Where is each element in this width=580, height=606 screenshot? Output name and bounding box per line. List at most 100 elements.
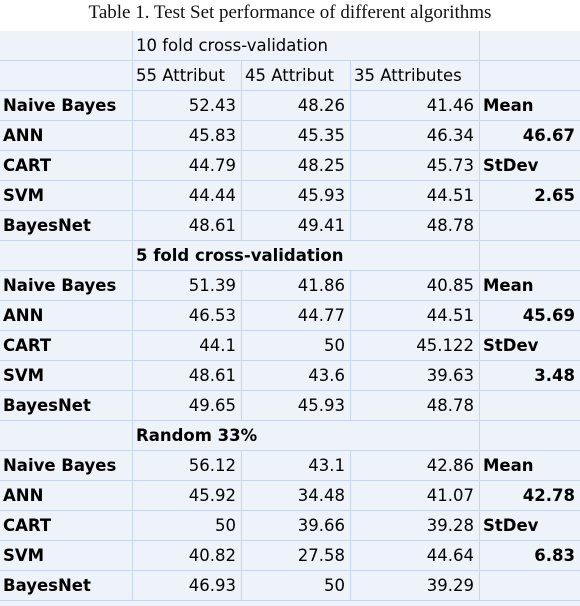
value-cell: 44.77 [242,301,351,331]
value-cell: 49.41 [242,211,351,241]
blank-cell [480,391,580,421]
stat-label: Mean [480,271,580,301]
algorithm-name: ANN [0,481,133,511]
table-row: ANN 46.53 44.77 44.51 45.69 [0,301,580,331]
value-cell: 39.28 [351,511,480,541]
value-cell: 41.07 [351,481,480,511]
section-title-row: 5 fold cross-validation [0,241,580,271]
column-header-row: 55 Attribut 45 Attribut 35 Attributes [0,61,580,91]
algorithm-name: SVM [0,361,133,391]
value-cell: 34.48 [242,481,351,511]
blank-cell [480,571,580,601]
value-cell: 56.12 [133,451,242,481]
value-cell: 50 [133,511,242,541]
stat-label: StDev [480,511,580,541]
column-header: 55 Attribut [133,61,242,91]
value-cell: 48.78 [351,391,480,421]
stat-label: StDev [480,151,580,181]
blank-cell [0,421,133,451]
value-cell: 43.1 [242,451,351,481]
algorithm-name: Naive Bayes [0,451,133,481]
table-row: CART 44.1 50 45.122 StDev [0,331,580,361]
section-title: 5 fold cross-validation [133,241,480,271]
value-cell: 41.86 [242,271,351,301]
value-cell: 45.122 [351,331,480,361]
value-cell: 51.39 [133,271,242,301]
algorithm-name: ANN [0,301,133,331]
section-title: Random 33% [133,421,480,451]
value-cell: 45.35 [242,121,351,151]
stat-label: StDev [480,331,580,361]
value-cell: 50 [242,331,351,361]
value-cell: 39.63 [351,361,480,391]
value-cell: 52.43 [133,91,242,121]
table-row: SVM 48.61 43.6 39.63 3.48 [0,361,580,391]
value-cell: 50 [242,571,351,601]
results-table: 10 fold cross-validation 55 Attribut 45 … [0,31,580,606]
value-cell: 48.26 [242,91,351,121]
section-title-row: Random 33% [0,421,580,451]
value-cell: 48.78 [351,211,480,241]
value-cell: 44.64 [351,541,480,571]
value-cell: 48.61 [133,211,242,241]
column-header: 45 Attribut [242,61,351,91]
algorithm-name: BayesNet [0,571,133,601]
stat-value: 42.78 [480,481,580,511]
algorithm-name: CART [0,511,133,541]
value-cell: 41.46 [351,91,480,121]
algorithm-name: BayesNet [0,391,133,421]
stat-value: 45.69 [480,301,580,331]
blank-cell [480,421,580,451]
value-cell: 46.34 [351,121,480,151]
table-row: BayesNet 48.61 49.41 48.78 [0,211,580,241]
table-row: BayesNet 46.93 50 39.29 [0,571,580,601]
blank-cell [480,61,580,91]
table-row: BayesNet 49.65 45.93 48.78 [0,391,580,421]
algorithm-name: CART [0,331,133,361]
value-cell: 39.66 [242,511,351,541]
algorithm-name: ANN [0,121,133,151]
stat-label: Mean [480,451,580,481]
blank-cell [480,241,580,271]
value-cell: 48.61 [133,361,242,391]
value-cell: 46.93 [133,571,242,601]
table-row: ANN 45.83 45.35 46.34 46.67 [0,121,580,151]
stat-value: 3.48 [480,361,580,391]
blank-cell [480,211,580,241]
value-cell: 45.93 [242,391,351,421]
value-cell: 46.53 [133,301,242,331]
section-title-row: 10 fold cross-validation [0,31,580,61]
value-cell: 44.51 [351,181,480,211]
algorithm-name: CART [0,151,133,181]
value-cell: 45.93 [242,181,351,211]
section-title: 10 fold cross-validation [133,31,480,61]
algorithm-name: Naive Bayes [0,271,133,301]
value-cell: 40.82 [133,541,242,571]
value-cell: 42.86 [351,451,480,481]
table-row: Naive Bayes 56.12 43.1 42.86 Mean [0,451,580,481]
blank-cell [0,31,133,61]
value-cell: 44.79 [133,151,242,181]
value-cell: 44.44 [133,181,242,211]
table-row: Naive Bayes 51.39 41.86 40.85 Mean [0,271,580,301]
value-cell: 40.85 [351,271,480,301]
value-cell: 48.25 [242,151,351,181]
stat-value: 6.83 [480,541,580,571]
value-cell: 44.51 [351,301,480,331]
blank-cell [480,31,580,61]
table-row: SVM 40.82 27.58 44.64 6.83 [0,541,580,571]
blank-cell [0,61,133,91]
value-cell: 27.58 [242,541,351,571]
value-cell: 45.92 [133,481,242,511]
value-cell: 45.83 [133,121,242,151]
stat-label: Mean [480,91,580,121]
value-cell: 43.6 [242,361,351,391]
algorithm-name: SVM [0,541,133,571]
table-caption: Table 1. Test Set performance of differe… [88,2,492,23]
table-row: Naive Bayes 52.43 48.26 41.46 Mean [0,91,580,121]
algorithm-name: BayesNet [0,211,133,241]
blank-cell [0,241,133,271]
table-row: CART 44.79 48.25 45.73 StDev [0,151,580,181]
table-row: ANN 45.92 34.48 41.07 42.78 [0,481,580,511]
algorithm-name: SVM [0,181,133,211]
